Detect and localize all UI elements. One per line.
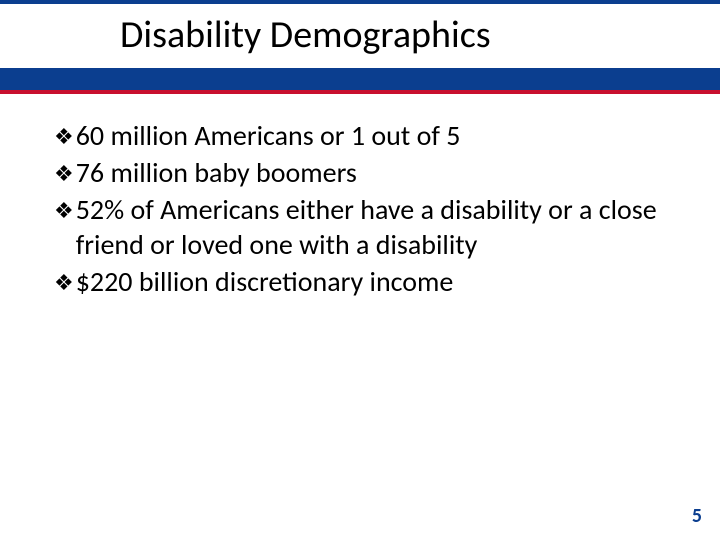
header-bottom-band — [0, 68, 720, 94]
bullet-text: 76 million baby boomers — [76, 155, 357, 190]
diamond-bullet-icon: ❖ — [54, 160, 74, 188]
bullet-text: $220 billion discretionary income — [76, 264, 454, 299]
list-item: ❖ $220 billion discretionary income — [54, 264, 666, 299]
title-background: Disability Demographics — [0, 4, 720, 68]
content-area: ❖ 60 million Americans or 1 out of 5 ❖ 7… — [0, 94, 720, 299]
list-item: ❖ 76 million baby boomers — [54, 155, 666, 190]
bullet-text: 60 million Americans or 1 out of 5 — [76, 118, 461, 153]
list-item: ❖ 60 million Americans or 1 out of 5 — [54, 118, 666, 153]
list-item: ❖ 52% of Americans either have a disabil… — [54, 192, 666, 262]
diamond-bullet-icon: ❖ — [54, 123, 74, 151]
bullet-text: 52% of Americans either have a disabilit… — [76, 192, 666, 262]
page-title: Disability Demographics — [0, 12, 720, 62]
diamond-bullet-icon: ❖ — [54, 197, 74, 225]
page-number: 5 — [692, 504, 702, 528]
diamond-bullet-icon: ❖ — [54, 269, 74, 297]
